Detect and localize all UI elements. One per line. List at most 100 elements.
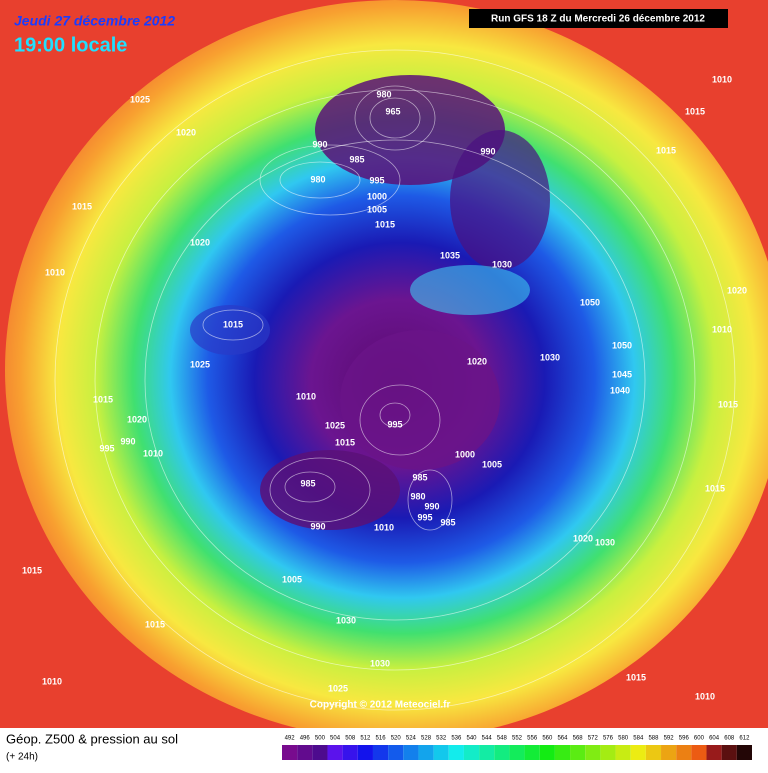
ridge bbox=[410, 265, 530, 315]
scale-cell bbox=[282, 745, 298, 760]
low-core bbox=[315, 75, 505, 185]
scale-cell bbox=[645, 745, 662, 760]
time: 19:00 locale bbox=[14, 34, 127, 56]
scale-label: 552 bbox=[512, 736, 523, 742]
isobar-label: 1030 bbox=[336, 615, 356, 625]
footer-title: Géop. Z500 & pression au sol bbox=[6, 731, 178, 746]
isobar-label: 990 bbox=[424, 501, 439, 511]
isobar-label: 1015 bbox=[705, 483, 725, 493]
lead-time: (+ 24h) bbox=[6, 752, 38, 763]
scale-cell bbox=[433, 745, 449, 760]
isobar-label: 1020 bbox=[727, 285, 747, 295]
isobar-label: 1030 bbox=[492, 259, 512, 269]
scale-cell bbox=[615, 745, 631, 760]
scale-cell bbox=[676, 745, 692, 760]
isobar-label: 985 bbox=[300, 478, 315, 488]
isobar-label: 1045 bbox=[612, 369, 632, 379]
isobar-label: 1050 bbox=[580, 297, 600, 307]
isobar-label: 1020 bbox=[573, 533, 593, 543]
scale-cell bbox=[524, 745, 540, 760]
scale-label: 592 bbox=[664, 736, 675, 742]
isobar-label: 1020 bbox=[467, 356, 487, 366]
isobar-label: 1015 bbox=[375, 219, 395, 229]
copyright: Copyright © 2012 Meteociel.fr bbox=[310, 700, 451, 711]
isobar-label: 1020 bbox=[190, 237, 210, 247]
color-scale: 492 496 500 504 508 512 516 520 524 528 532 536 540 5… bbox=[282, 736, 752, 760]
isobar-label: 995 bbox=[369, 175, 384, 185]
scale-cell bbox=[585, 745, 601, 760]
scale-label: 596 bbox=[679, 736, 690, 742]
isobar-label: 1015 bbox=[145, 619, 165, 629]
isobar-label: 1010 bbox=[143, 448, 163, 458]
isobar-label: 1010 bbox=[695, 691, 715, 701]
isobar-label: 980 bbox=[376, 89, 391, 99]
scale-cell bbox=[509, 745, 525, 760]
scale-cell bbox=[388, 745, 404, 760]
isobar-label: 990 bbox=[480, 146, 495, 156]
scale-cell bbox=[403, 745, 419, 760]
isobar-label: 985 bbox=[440, 517, 455, 527]
scale-label: 500 bbox=[315, 736, 326, 742]
scale-cell bbox=[342, 745, 358, 760]
scale-cell bbox=[327, 745, 343, 760]
isobar-label: 1020 bbox=[127, 414, 147, 424]
isobar-label: 985 bbox=[349, 154, 364, 164]
isobar-label: 1010 bbox=[374, 522, 394, 532]
scale-label: 560 bbox=[542, 736, 553, 742]
isobar-label: 1030 bbox=[370, 658, 390, 668]
scale-cell bbox=[706, 745, 722, 760]
scale-cell bbox=[357, 745, 373, 760]
isobar-label: 965 bbox=[385, 106, 400, 116]
low-core bbox=[340, 330, 500, 470]
isobar-label: 1010 bbox=[712, 324, 732, 334]
isobars bbox=[54, 49, 736, 711]
scale-label: 492 bbox=[285, 736, 296, 742]
isobar-label: 1010 bbox=[45, 267, 65, 277]
isobar-label: 1005 bbox=[282, 574, 302, 584]
scale-label: 588 bbox=[648, 736, 659, 742]
isobar-label: 1030 bbox=[595, 537, 615, 547]
scale-label: 508 bbox=[345, 736, 356, 742]
scale-cell bbox=[372, 745, 389, 760]
isobar-label: 1040 bbox=[610, 385, 630, 395]
ridge bbox=[190, 305, 270, 355]
scale-label: 580 bbox=[618, 736, 629, 742]
scale-label: 548 bbox=[497, 736, 508, 742]
scale-label: 520 bbox=[391, 736, 402, 742]
isobar-label: 995 bbox=[387, 419, 402, 429]
scale-cell bbox=[297, 745, 313, 760]
scale-cell bbox=[463, 745, 480, 760]
scale-label: 504 bbox=[330, 736, 341, 742]
isobar-label: 1025 bbox=[130, 94, 150, 104]
isobar-label: 1025 bbox=[325, 420, 345, 430]
scale-label: 608 bbox=[724, 736, 735, 742]
scale-label: 536 bbox=[451, 736, 462, 742]
isobar-label: 1015 bbox=[685, 106, 705, 116]
isobar-label: 1015 bbox=[22, 565, 42, 575]
isobar-label: 1000 bbox=[455, 449, 475, 459]
isobar-label: 990 bbox=[312, 139, 327, 149]
scale-label: 544 bbox=[482, 736, 493, 742]
scale-cell bbox=[736, 745, 752, 760]
scale-cell bbox=[691, 745, 707, 760]
isobar-label: 1010 bbox=[712, 74, 732, 84]
scale-label: 600 bbox=[694, 736, 705, 742]
isobar-label: 980 bbox=[410, 491, 425, 501]
scale-label: 540 bbox=[467, 736, 478, 742]
isobar-label: 1025 bbox=[328, 683, 348, 693]
scale-cell bbox=[570, 745, 586, 760]
scale-cell bbox=[418, 745, 434, 760]
scale-cell bbox=[630, 745, 646, 760]
run-box bbox=[469, 9, 728, 28]
scale-label: 604 bbox=[709, 736, 720, 742]
isobar-label: 1015 bbox=[718, 399, 738, 409]
isobar-label: 1000 bbox=[367, 191, 387, 201]
scale-cell bbox=[479, 745, 495, 760]
isobar-label: 1015 bbox=[656, 145, 676, 155]
isobar-label: 1050 bbox=[612, 340, 632, 350]
isobar-label: 1015 bbox=[93, 394, 113, 404]
isobar-label: 1030 bbox=[540, 352, 560, 362]
scale-cell bbox=[554, 745, 571, 760]
